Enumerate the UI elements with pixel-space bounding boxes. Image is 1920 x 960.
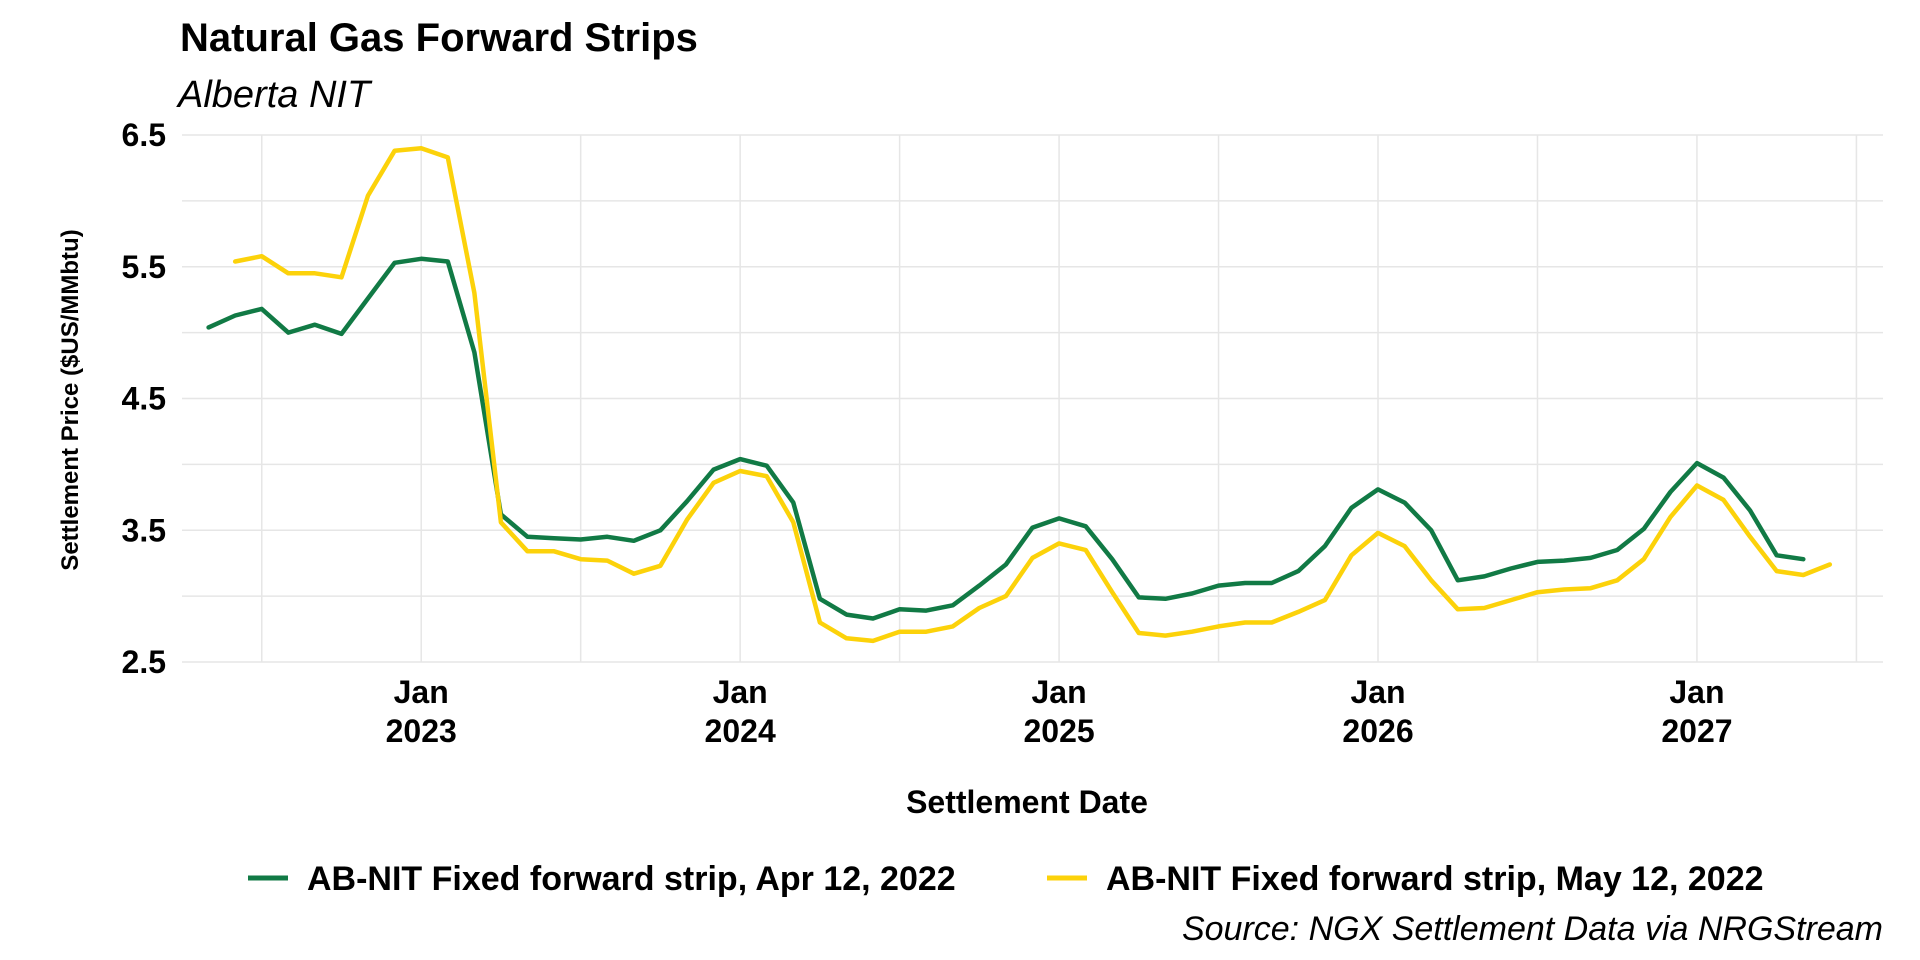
y-tick-label: 4.5	[122, 381, 166, 417]
y-axis-title: Settlement Price ($US/MMbtu)	[57, 229, 84, 570]
x-tick-label-month: Jan	[1350, 674, 1405, 710]
x-tick-label-month: Jan	[1032, 674, 1087, 710]
y-axis-ticks: 2.5 3.5 4.5 5.5 6.5	[122, 117, 166, 680]
series-lines	[206, 145, 1833, 644]
chart-title: Natural Gas Forward Strips	[180, 16, 698, 60]
x-tick-label-year: 2026	[1342, 713, 1413, 749]
legend-label-may: AB-NIT Fixed forward strip, May 12, 2022	[1106, 860, 1764, 898]
y-tick-label: 5.5	[122, 249, 166, 285]
y-tick-label: 3.5	[122, 512, 166, 548]
x-tick-label-year: 2024	[705, 713, 776, 749]
x-tick-label-month: Jan	[1669, 674, 1724, 710]
x-tick-label-year: 2023	[386, 713, 457, 749]
x-tick-label-month: Jan	[394, 674, 449, 710]
series-line-1	[232, 145, 1833, 644]
y-tick-label: 2.5	[122, 644, 166, 680]
legend-label-apr: AB-NIT Fixed forward strip, Apr 12, 2022	[307, 860, 956, 898]
gridlines	[182, 134, 1883, 663]
source-caption: Source: NGX Settlement Data via NRGStrea…	[1182, 910, 1883, 948]
x-axis-title: Settlement Date	[906, 784, 1148, 820]
y-tick-label: 6.5	[122, 117, 166, 153]
series-line-0	[206, 256, 1806, 621]
x-tick-label-year: 2025	[1023, 713, 1094, 749]
x-tick-label-month: Jan	[713, 674, 768, 710]
legend: AB-NIT Fixed forward strip, Apr 12, 2022…	[248, 860, 1764, 898]
chart-subtitle: Alberta NIT	[176, 74, 373, 116]
x-tick-label-year: 2027	[1661, 713, 1732, 749]
